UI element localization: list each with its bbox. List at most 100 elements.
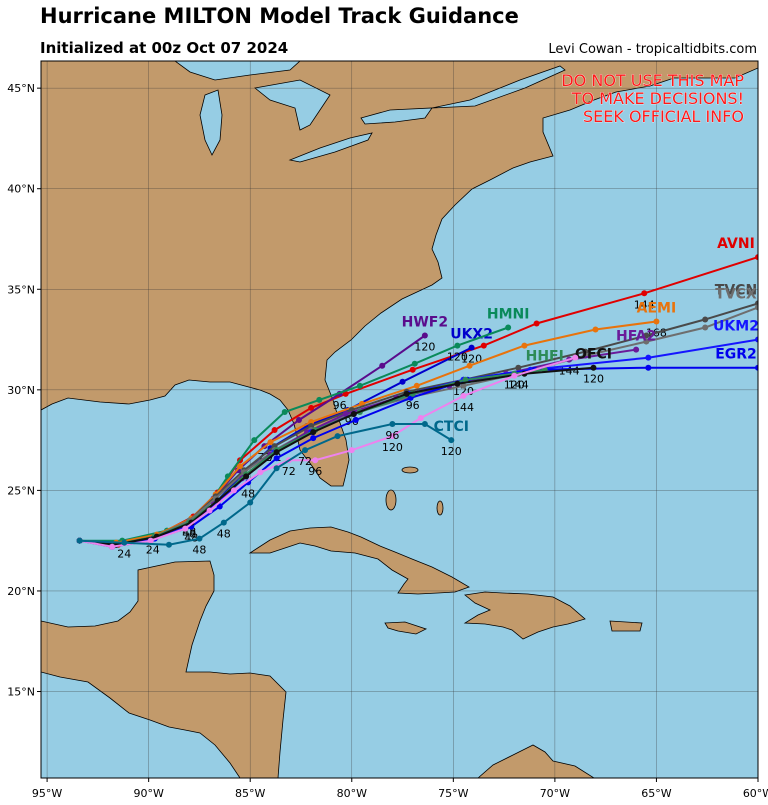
track-point bbox=[643, 338, 650, 345]
track-name: HMNI bbox=[487, 306, 530, 322]
map-frame bbox=[40, 60, 759, 779]
hour-label: 144 bbox=[453, 401, 474, 414]
track-point bbox=[182, 525, 189, 532]
track-point bbox=[403, 390, 410, 397]
track-point bbox=[645, 354, 652, 361]
jamaica bbox=[384, 621, 428, 635]
track-point bbox=[460, 382, 467, 389]
track-point bbox=[633, 346, 640, 353]
track-point bbox=[592, 326, 599, 333]
track-point bbox=[230, 487, 237, 494]
track-point bbox=[147, 537, 154, 544]
track-point bbox=[702, 316, 709, 323]
track-point bbox=[348, 447, 355, 454]
warning-line: SEEK OFFICIAL INFO bbox=[583, 107, 744, 126]
lake-erie bbox=[288, 132, 373, 163]
track-point bbox=[76, 537, 83, 544]
warning-line: DO NOT USE THIS MAP bbox=[561, 71, 744, 90]
track-point bbox=[755, 364, 758, 371]
track-name: EGR2 bbox=[715, 347, 757, 363]
track-point bbox=[409, 366, 416, 373]
y-tick-label: 30°N bbox=[7, 384, 35, 397]
y-tick-label: 20°N bbox=[7, 585, 35, 598]
track-point bbox=[466, 362, 473, 369]
track-point bbox=[533, 320, 540, 327]
track-name: TVCX bbox=[715, 286, 757, 302]
track-point bbox=[316, 396, 323, 403]
hour-label: 48 bbox=[184, 532, 198, 545]
track-name: CTCI bbox=[434, 419, 469, 435]
hour-label: 144 bbox=[559, 365, 580, 378]
map: 144AVNI24487296120HWF2120UKX2120HMNI168A… bbox=[41, 61, 758, 778]
bahamas bbox=[436, 500, 444, 516]
track-point bbox=[356, 382, 363, 389]
track-point bbox=[421, 332, 428, 339]
x-tick-label: 85°W bbox=[235, 787, 265, 800]
track-point bbox=[342, 410, 349, 417]
hour-label: 120 bbox=[504, 379, 525, 392]
track-point bbox=[421, 421, 428, 428]
x-tick-label: 95°W bbox=[32, 787, 62, 800]
hour-label: 144 bbox=[508, 379, 529, 392]
track-point bbox=[755, 336, 758, 343]
track-point bbox=[511, 372, 518, 379]
north-america bbox=[41, 61, 758, 487]
track-point bbox=[379, 362, 386, 369]
track-point bbox=[302, 447, 309, 454]
track-point bbox=[515, 364, 522, 371]
track-point bbox=[237, 463, 244, 470]
track-point bbox=[206, 507, 213, 514]
bahamas bbox=[401, 466, 419, 474]
track-point bbox=[308, 404, 315, 411]
st-lawrence bbox=[431, 65, 566, 109]
track-name: HWF2 bbox=[402, 315, 448, 331]
hour-label: 72 bbox=[282, 465, 296, 478]
track-point bbox=[295, 417, 302, 424]
hour-label: 120 bbox=[414, 341, 435, 354]
track-point bbox=[480, 342, 487, 349]
track-point bbox=[352, 417, 359, 424]
track-point bbox=[521, 342, 528, 349]
track-point bbox=[243, 473, 250, 480]
hour-label: 24 bbox=[146, 544, 160, 557]
hour-label: 48 bbox=[241, 487, 255, 500]
mexico-central-america bbox=[41, 560, 287, 778]
track-point bbox=[645, 364, 652, 371]
track-point bbox=[389, 433, 396, 440]
x-tick-label: 65°W bbox=[641, 787, 671, 800]
track-point bbox=[417, 414, 424, 421]
hour-label: 120 bbox=[441, 445, 462, 458]
track-point bbox=[399, 378, 406, 385]
x-tick-label: 75°W bbox=[438, 787, 468, 800]
track-point bbox=[273, 465, 280, 472]
track-point bbox=[643, 332, 650, 339]
y-tick-label: 45°N bbox=[7, 82, 35, 95]
track-point bbox=[755, 304, 758, 311]
x-tick-label: 70°W bbox=[540, 787, 570, 800]
track-name: UKX2 bbox=[450, 327, 493, 343]
track-point bbox=[271, 427, 278, 434]
track-point bbox=[342, 390, 349, 397]
hour-label: 96 bbox=[385, 429, 399, 442]
hour-label: 48 bbox=[192, 544, 206, 557]
hour-label: 96 bbox=[406, 399, 420, 412]
track-name: AEMI bbox=[637, 300, 677, 316]
track-line bbox=[79, 320, 657, 544]
track-point bbox=[411, 360, 418, 367]
x-tick-label: 60°W bbox=[743, 787, 768, 800]
track-point bbox=[454, 342, 461, 349]
x-tick-label: 80°W bbox=[337, 787, 367, 800]
hour-label: 96 bbox=[308, 465, 322, 478]
track-name: OFCI bbox=[575, 347, 612, 363]
hour-label: 120 bbox=[382, 441, 403, 454]
track-point bbox=[334, 433, 341, 440]
track-point bbox=[653, 318, 660, 325]
y-tick-label: 35°N bbox=[7, 283, 35, 296]
track-point bbox=[702, 324, 709, 331]
y-tick-label: 15°N bbox=[7, 686, 35, 699]
track-name: HHFI bbox=[526, 349, 564, 365]
lake-michigan bbox=[199, 89, 223, 156]
lake-huron bbox=[254, 79, 331, 131]
track-name: AVNI bbox=[717, 236, 755, 252]
